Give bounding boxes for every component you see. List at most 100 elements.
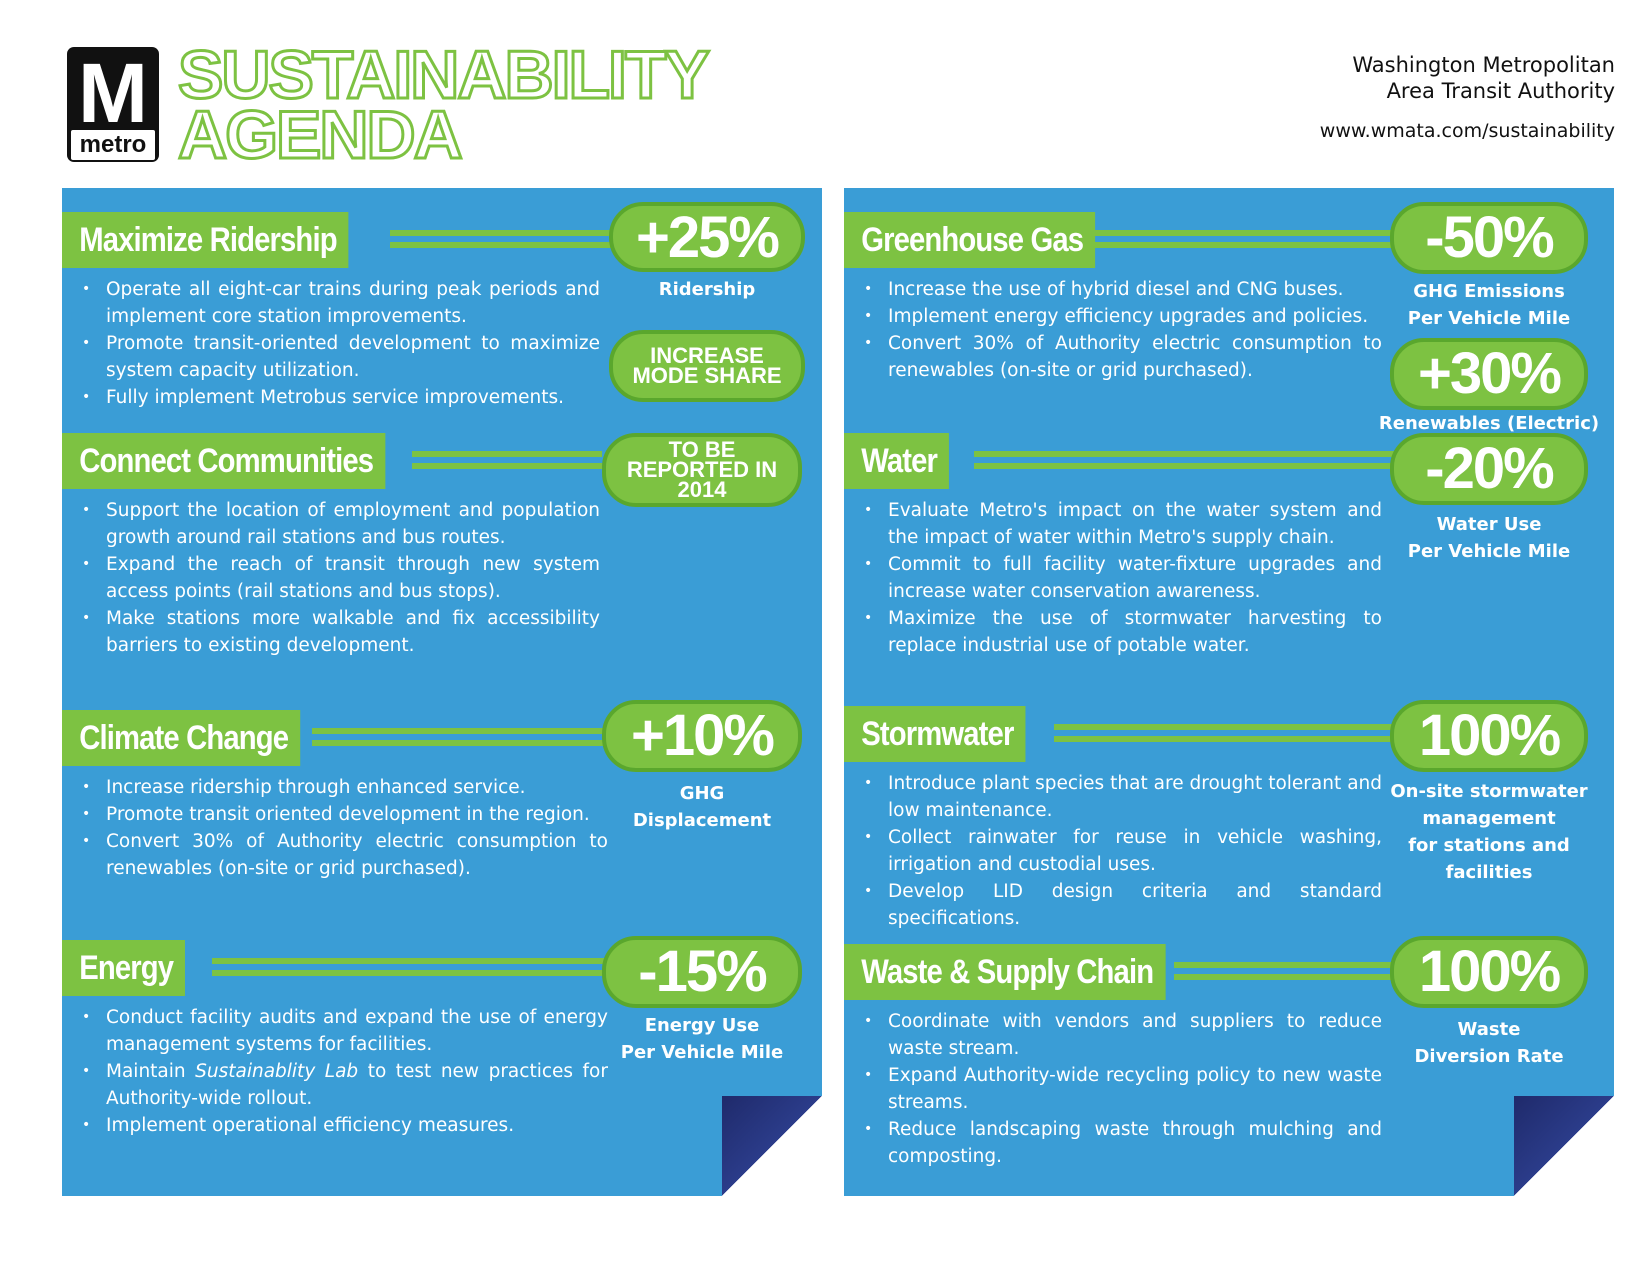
section-title: Climate Change <box>62 710 301 766</box>
bullet-text: to test new practices for Authority-wide… <box>106 1061 608 1109</box>
metric-label-line: Per Vehicle Mile <box>1407 541 1571 562</box>
list-item: Maximize the use of stormwater harvestin… <box>862 605 1382 659</box>
list-item: Introduce plant species that are drought… <box>862 770 1382 824</box>
list-item: Promote transit-oriented development to … <box>80 330 600 384</box>
metric-pill: -20% <box>1390 433 1588 505</box>
metric-label-line: Energy Use <box>644 1015 760 1036</box>
list-item: Expand Authority-wide recycling policy t… <box>862 1062 1382 1116</box>
logo-word: metro <box>71 130 155 160</box>
divider-rule <box>212 958 612 964</box>
divider-rule <box>212 970 612 976</box>
list-item: Increase the use of hybrid diesel and CN… <box>862 276 1382 303</box>
page-title-line2: AGENDA <box>177 97 465 173</box>
divider-rule <box>1054 724 1394 730</box>
metric-pill-to-be-reported: TO BE REPORTED IN 2014 <box>602 433 802 507</box>
metric-label-line: GHG <box>679 783 725 804</box>
divider-rule <box>412 451 602 457</box>
section-title: Stormwater <box>844 706 1026 762</box>
agency-block: Washington Metropolitan Area Transit Aut… <box>1320 52 1615 144</box>
metric-pill: +10% <box>602 700 802 772</box>
right-panel: Greenhouse Gas Increase the use of hybri… <box>844 188 1614 1196</box>
metric-label: On-site stormwater management for statio… <box>1370 778 1608 886</box>
agency-name-line2: Area Transit Authority <box>1386 79 1615 103</box>
list-item: Evaluate Metro's impact on the water sys… <box>862 497 1382 551</box>
metric-pill: +25% <box>609 202 805 272</box>
bullet-list: Increase ridership through enhanced serv… <box>80 774 608 882</box>
list-item: Promote transit oriented development in … <box>80 801 608 828</box>
metric-label-line: Per Vehicle Mile <box>1407 308 1571 329</box>
bullet-text: Maintain <box>106 1061 196 1082</box>
divider-rule <box>1094 242 1394 248</box>
divider-rule <box>312 740 612 746</box>
divider-rule <box>390 242 690 248</box>
metric-text-line: 2014 <box>677 477 727 502</box>
list-item: Commit to full facility water-fixture up… <box>862 551 1382 605</box>
metric-pill: 100% <box>1390 700 1588 772</box>
list-item: Maintain Sustainablity Lab to test new p… <box>80 1058 608 1112</box>
metro-logo: M metro <box>67 47 159 162</box>
list-item: Reduce landscaping waste through mulchin… <box>862 1116 1382 1170</box>
metric-text-line: REPORTED IN <box>626 457 778 482</box>
bullet-list: Introduce plant species that are drought… <box>862 770 1382 932</box>
section-title: Greenhouse Gas <box>844 212 1096 268</box>
metric-label-line: Displacement <box>632 810 772 831</box>
metric-label-line: On-site stormwater <box>1390 781 1588 802</box>
metric-label-line: Per Vehicle Mile <box>620 1042 784 1063</box>
section-title: Connect Communities <box>62 433 386 489</box>
list-item: Operate all eight-car trains during peak… <box>80 276 600 330</box>
metric-label: Ridership <box>658 279 756 300</box>
left-panel: Maximize Ridership Operate all eight-car… <box>62 188 822 1196</box>
metric-label: GHG Displacement <box>602 780 802 834</box>
metric-label-renewables: Renewables (Electric) <box>1378 413 1600 434</box>
metric-label-line: GHG Emissions <box>1413 281 1565 302</box>
metric-label: Energy Use Per Vehicle Mile <box>602 1012 802 1066</box>
metric-label: GHG Emissions Per Vehicle Mile <box>1380 278 1598 332</box>
divider-rule <box>312 728 612 734</box>
metric-label-line: management <box>1422 808 1556 829</box>
metric-label-line: Waste <box>1457 1019 1521 1040</box>
metric-label-line: Diversion Rate <box>1414 1046 1564 1067</box>
list-item: Convert 30% of Authority electric consum… <box>80 828 608 882</box>
section-title: Energy <box>62 940 186 996</box>
metric-pill-mode-share: INCREASE MODE SHARE <box>609 330 805 402</box>
divider-rule <box>1174 962 1394 968</box>
metric-label-line: Water Use <box>1436 514 1542 535</box>
agency-name-line1: Washington Metropolitan <box>1352 53 1615 77</box>
list-item: Coordinate with vendors and suppliers to… <box>862 1008 1382 1062</box>
bullet-list: Increase the use of hybrid diesel and CN… <box>862 276 1382 384</box>
metric-text-line: TO BE <box>668 437 736 462</box>
list-item: Implement operational efficiency measure… <box>80 1112 608 1139</box>
list-item: Implement energy efficiency upgrades and… <box>862 303 1382 330</box>
bullet-list: Coordinate with vendors and suppliers to… <box>862 1008 1382 1170</box>
metric-label: Waste Diversion Rate <box>1380 1016 1598 1070</box>
bullet-list: Operate all eight-car trains during peak… <box>80 276 600 411</box>
divider-rule <box>1094 230 1394 236</box>
metric-text-line: MODE SHARE <box>632 363 782 388</box>
list-item: Support the location of employment and p… <box>80 497 600 551</box>
divider-rule <box>1174 974 1394 980</box>
metric-pill: -50% <box>1390 202 1588 274</box>
metric-pill: 100% <box>1390 936 1588 1008</box>
metric-pill-renewables: +30% <box>1390 338 1588 410</box>
list-item: Make stations more walkable and fix acce… <box>80 605 600 659</box>
metric-label: Water Use Per Vehicle Mile <box>1380 511 1598 565</box>
list-item: Fully implement Metrobus service improve… <box>80 384 600 411</box>
lab-name: Sustainablity Lab <box>195 1061 359 1082</box>
bullet-list: Support the location of employment and p… <box>80 497 600 659</box>
divider-rule <box>390 230 690 236</box>
metric-pill: -15% <box>602 936 802 1008</box>
list-item: Collect rainwater for reuse in vehicle w… <box>862 824 1382 878</box>
section-title: Maximize Ridership <box>62 212 349 268</box>
list-item: Increase ridership through enhanced serv… <box>80 774 608 801</box>
website-link[interactable]: www.wmata.com/sustainability <box>1319 120 1615 142</box>
metric-text-line: INCREASE <box>650 343 764 368</box>
list-item: Convert 30% of Authority electric consum… <box>862 330 1382 384</box>
list-item: Develop LID design criteria and standard… <box>862 878 1382 932</box>
divider-rule <box>1054 736 1394 742</box>
metric-label-line: for stations and <box>1408 835 1570 856</box>
logo-letter: M <box>78 47 148 140</box>
bullet-list: Conduct facility audits and expand the u… <box>80 1004 608 1139</box>
divider-rule <box>974 463 1394 469</box>
page-title-line1: SUSTAINABILITY <box>177 37 712 113</box>
divider-rule <box>412 463 602 469</box>
